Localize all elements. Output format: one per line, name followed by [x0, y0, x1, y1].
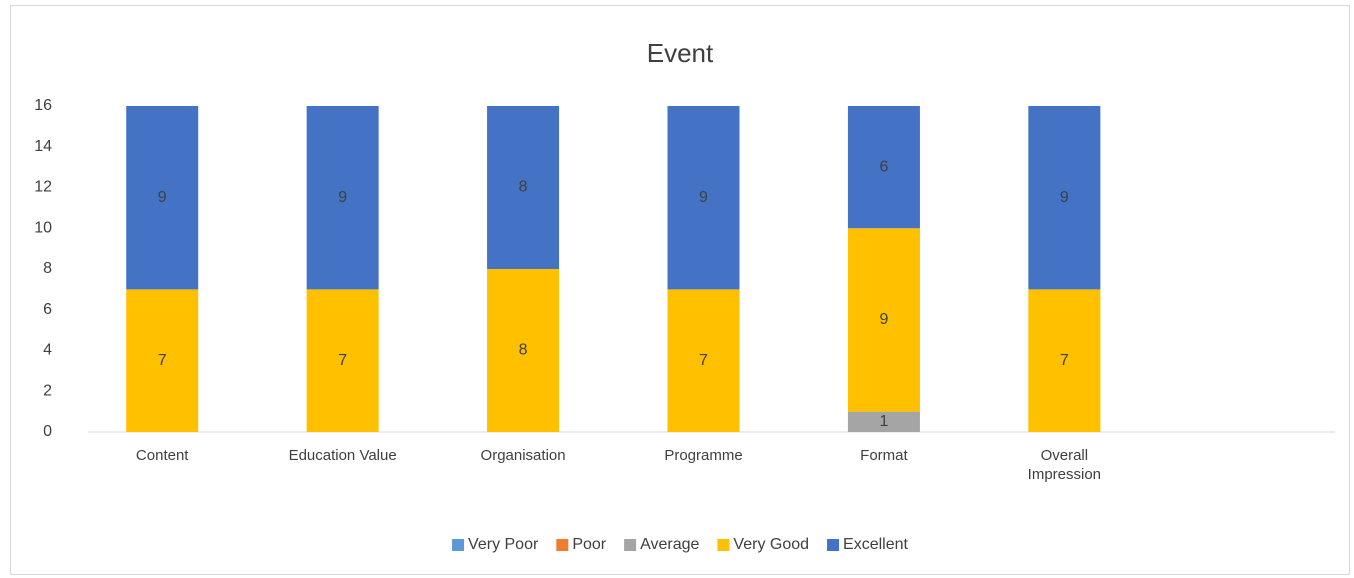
bar-segment	[667, 289, 740, 432]
y-tick-label: 2	[43, 382, 52, 399]
data-label: 1	[879, 413, 888, 430]
bar-segment	[1028, 289, 1101, 432]
bar-segment	[667, 106, 740, 290]
x-tick-label-box: Organisation	[480, 447, 566, 464]
x-tick-label-box: Format	[860, 447, 908, 464]
legend-label: Very Poor	[468, 536, 539, 553]
y-tick-label: 14	[34, 138, 52, 155]
x-tick-label: Organisation	[480, 447, 566, 464]
data-label: 9	[158, 189, 167, 206]
data-label: 9	[699, 189, 708, 206]
x-tick-label: Format	[860, 447, 908, 464]
bar-segment	[487, 106, 560, 269]
bar-segment	[126, 106, 199, 290]
bar-segment	[126, 289, 199, 432]
x-tick-label: Overall Impression	[1027, 447, 1102, 483]
y-tick-label: 10	[34, 219, 52, 236]
data-label: 8	[519, 342, 528, 359]
y-tick-label: 16	[34, 97, 52, 114]
legend-swatch	[827, 539, 840, 551]
x-tick-label-box: Education Value	[288, 447, 397, 464]
x-tick-label: Programme	[664, 447, 743, 464]
data-label: 7	[158, 352, 167, 369]
x-tick-label: Content	[135, 447, 189, 464]
chart-title: Event	[647, 38, 714, 68]
bar-segment	[306, 289, 379, 432]
x-tick-label-box: Content	[135, 447, 189, 464]
y-tick-label: 6	[43, 301, 52, 318]
x-tick-label: Education Value	[288, 447, 397, 464]
legend: Very Poor Poor Average Very Good Excellent	[452, 536, 909, 553]
y-tick-label: 8	[43, 260, 52, 277]
bar-segment	[306, 106, 379, 290]
data-label: 7	[1060, 352, 1069, 369]
legend-label: Average	[640, 536, 699, 553]
bar-segment	[847, 411, 920, 432]
bar-segment	[1028, 106, 1101, 290]
y-tick-label: 4	[43, 342, 52, 359]
y-tick-label: 12	[34, 179, 52, 196]
data-label: 7	[338, 352, 347, 369]
data-label: 9	[879, 311, 888, 328]
x-tick-label-box: Overall Impression	[1027, 447, 1102, 483]
data-label: 6	[879, 158, 888, 175]
data-label: 8	[519, 179, 528, 196]
legend-label: Excellent	[843, 536, 908, 553]
legend-swatch	[452, 539, 465, 551]
y-tick-label: 0	[43, 423, 52, 440]
legend-label: Poor	[572, 536, 606, 553]
data-label: 9	[1060, 189, 1069, 206]
bar-segment	[847, 106, 920, 229]
x-tick-label-box: Programme	[664, 447, 743, 464]
bar-segment	[847, 228, 920, 412]
legend-swatch	[624, 539, 637, 551]
legend-swatch	[717, 539, 730, 551]
data-label: 7	[699, 352, 708, 369]
legend-swatch	[556, 539, 569, 551]
legend-label: Very Good	[733, 536, 809, 553]
bar-segment	[487, 269, 560, 432]
data-label: 9	[338, 189, 347, 206]
